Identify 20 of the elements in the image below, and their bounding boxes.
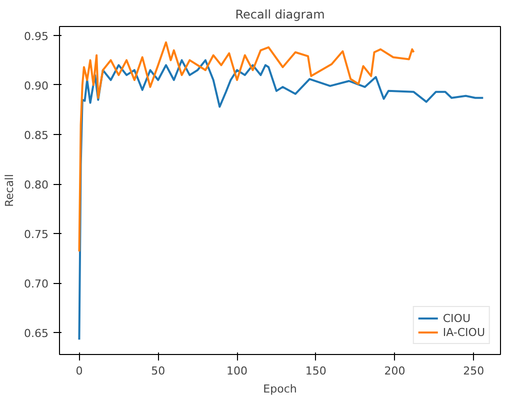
line-series <box>78 41 415 252</box>
x-tick-label: 100 <box>226 364 248 378</box>
y-tick-label: 0.75 <box>24 228 49 242</box>
y-tick-label: 0.70 <box>24 278 49 291</box>
y-tick-label: 0.90 <box>24 79 49 92</box>
x-tick-label: 200 <box>384 364 406 378</box>
y-tick-label: 0.65 <box>24 327 49 340</box>
x-tick-label: 0 <box>76 364 83 378</box>
x-tick-label: 50 <box>151 364 166 378</box>
y-tick-label: 0.80 <box>24 178 49 192</box>
line-series <box>78 59 484 341</box>
y-tick-label: 0.85 <box>24 129 49 142</box>
y-axis-title: Recall <box>3 174 16 207</box>
legend-label: CIOU <box>442 311 470 325</box>
x-tick-label: 150 <box>305 364 326 378</box>
legend-label: IA-CIOU <box>442 325 485 339</box>
x-tick-label: 250 <box>463 364 484 378</box>
x-axis-title: Epoch <box>263 382 297 396</box>
y-tick-label: 0.95 <box>24 30 49 43</box>
chart-title: Recall diagram <box>235 8 325 22</box>
